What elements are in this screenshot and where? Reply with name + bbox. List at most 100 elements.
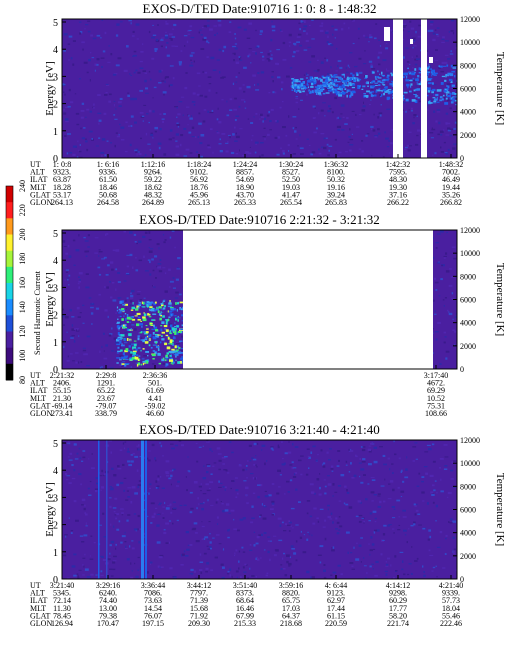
noise-cell (352, 42, 355, 45)
noise-cell (243, 90, 246, 93)
noise-cell (82, 48, 84, 51)
noise-cell (292, 527, 294, 529)
noise-cell (183, 127, 187, 130)
noise-cell (154, 255, 158, 258)
noise-cell (455, 97, 457, 99)
noise-cell (158, 82, 162, 84)
feature-cell (122, 326, 125, 329)
feature-cell (292, 78, 296, 82)
noise-cell (90, 573, 94, 576)
noise-cell (112, 507, 117, 509)
noise-cell (243, 66, 247, 69)
noise-cell (64, 118, 69, 121)
feature-cell (181, 352, 184, 354)
feature-cell (418, 67, 422, 71)
noise-cell (263, 127, 266, 129)
noise-cell (90, 34, 93, 37)
noise-cell (324, 537, 327, 541)
noise-cell (356, 542, 358, 545)
feature-cell (131, 357, 136, 360)
noise-cell (169, 327, 173, 330)
feature-cell (157, 310, 160, 313)
noise-cell (122, 361, 126, 363)
feature-cell (166, 346, 171, 350)
feature-cell (146, 304, 149, 306)
feature-cell (135, 354, 139, 356)
noise-cell (431, 103, 433, 105)
noise-cell (257, 83, 260, 86)
feature-stripe (106, 440, 108, 579)
noise-cell (454, 121, 457, 124)
feature-cell (431, 74, 433, 77)
feature-cell (132, 354, 136, 357)
feature-cell (385, 78, 389, 81)
feature-cell (171, 313, 173, 317)
noise-cell (436, 108, 441, 111)
noise-cell (225, 469, 228, 472)
feature-cell (333, 74, 335, 78)
feature-cell (132, 346, 137, 349)
feature-cell (312, 90, 314, 93)
noise-cell (138, 540, 140, 544)
noise-cell (75, 328, 79, 330)
noise-cell (130, 97, 135, 101)
noise-cell (68, 482, 72, 484)
noise-cell (455, 569, 457, 572)
noise-cell (271, 29, 276, 32)
noise-cell (248, 444, 252, 447)
noise-cell (165, 522, 169, 525)
noise-cell (430, 21, 434, 24)
feature-cell (446, 64, 449, 67)
noise-cell (165, 22, 169, 25)
noise-cell (152, 110, 155, 113)
noise-cell (260, 142, 264, 144)
noise-cell (135, 362, 138, 364)
noise-cell (350, 462, 352, 465)
feature-cell (118, 308, 121, 310)
noise-cell (373, 494, 377, 496)
noise-cell (157, 565, 160, 568)
noise-cell (136, 445, 140, 447)
noise-cell (370, 477, 375, 479)
noise-cell (149, 260, 151, 264)
noise-cell (202, 493, 207, 495)
table-cell: 73.63 (144, 596, 162, 605)
noise-cell (187, 114, 189, 116)
noise-cell (231, 451, 234, 454)
noise-cell (242, 566, 245, 569)
noise-cell (175, 278, 179, 281)
feature-cell (381, 74, 385, 77)
heatmap-noise (62, 440, 457, 579)
noise-cell (170, 483, 172, 486)
noise-cell (329, 448, 332, 450)
noise-cell (426, 502, 429, 505)
feature-cell (167, 310, 169, 313)
noise-cell (232, 45, 237, 48)
feature-cell (448, 78, 453, 82)
noise-cell (82, 564, 84, 566)
noise-cell (435, 242, 439, 244)
noise-cell (422, 527, 426, 530)
feature-cell (152, 313, 157, 315)
noise-cell (68, 35, 73, 38)
noise-cell (113, 100, 116, 102)
feature-cell (405, 98, 409, 102)
noise-cell (366, 572, 368, 574)
noise-cell (409, 20, 412, 23)
noise-cell (113, 525, 115, 528)
table-cell: 264.13 (51, 198, 73, 207)
noise-cell (427, 538, 430, 541)
noise-cell (88, 494, 92, 496)
table-cell: 67.99 (236, 611, 254, 620)
feature-cell (382, 75, 385, 77)
noise-cell (142, 301, 147, 304)
feature-cell (391, 73, 394, 77)
feature-cell (152, 332, 155, 335)
table-cell: 126.94 (51, 619, 73, 628)
noise-cell (163, 529, 166, 531)
feature-cell (149, 323, 153, 325)
noise-cell (221, 133, 226, 135)
noise-cell (149, 563, 151, 565)
feature-cell (116, 338, 120, 342)
feature-cell (121, 356, 125, 360)
